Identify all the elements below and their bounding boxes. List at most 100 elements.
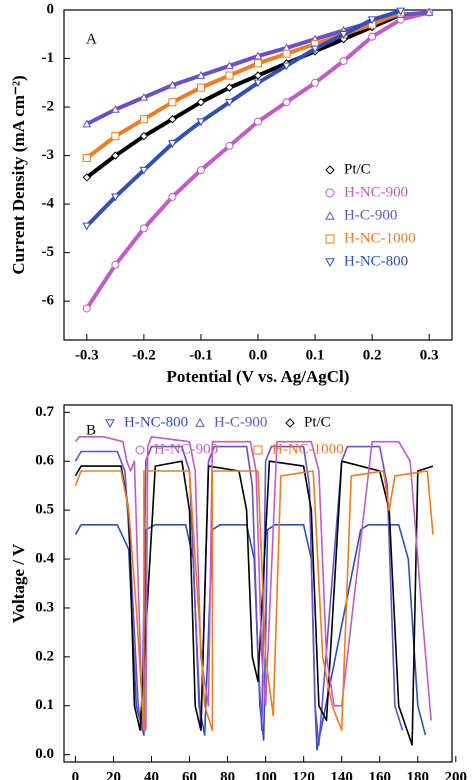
legend-marker (195, 417, 205, 427)
marker (196, 97, 206, 107)
x-tick-label: 200 (445, 769, 468, 780)
legend-marker (253, 445, 263, 455)
legend-marker (285, 418, 295, 428)
legend-marker (325, 258, 335, 268)
y-tick-label: 0.3 (35, 599, 54, 615)
marker (253, 79, 263, 88)
x-axis-label: Potential (V vs. Ag/AgCl) (167, 367, 350, 386)
y-tick-label: 0.2 (35, 648, 54, 664)
x-tick-label: 80 (220, 769, 235, 780)
legend-marker (105, 419, 115, 429)
y-tick-label: 0.5 (35, 502, 54, 518)
y-tick-label: 0 (47, 1, 55, 17)
x-tick-label: 0 (72, 769, 80, 780)
series-line (74, 524, 427, 751)
marker (253, 51, 263, 60)
marker (168, 98, 177, 107)
series-line (74, 460, 434, 746)
panel-label: B (86, 422, 96, 438)
x-tick-label: -0.3 (75, 347, 99, 363)
legend-label: H-NC-800 (344, 253, 408, 269)
marker (282, 62, 291, 71)
marker (111, 104, 120, 113)
marker (282, 98, 291, 107)
marker (339, 56, 348, 65)
marker (82, 304, 91, 313)
marker (368, 32, 377, 41)
y-tick-label: -1 (42, 50, 55, 66)
x-tick-label: 100 (254, 769, 277, 780)
marker (225, 98, 234, 107)
x-tick-label: 40 (144, 769, 159, 780)
plot-frame (63, 404, 453, 763)
marker (168, 140, 177, 148)
x-tick-label: 60 (182, 769, 197, 780)
marker (367, 16, 377, 25)
marker (196, 83, 205, 92)
y-tick-label: -3 (42, 147, 55, 163)
legend-marker (325, 234, 335, 244)
marker (168, 192, 177, 201)
marker (82, 173, 92, 182)
marker (424, 7, 434, 16)
legend-label: H-C-900 (214, 414, 267, 430)
marker (254, 59, 262, 68)
marker (311, 78, 320, 87)
legend-marker (135, 445, 145, 455)
y-tick-label: 0.6 (35, 453, 54, 469)
marker (82, 222, 92, 231)
legend-label: H-NC-900 (154, 441, 218, 457)
marker (225, 61, 234, 70)
y-axis-label: Current Density (mA cm⁻²) (9, 75, 28, 274)
marker (111, 132, 120, 141)
legend-label: H-NC-800 (124, 414, 188, 430)
marker (111, 260, 120, 269)
legend-label: H-NC-1000 (272, 441, 344, 457)
marker (225, 71, 234, 80)
marker (139, 115, 148, 124)
legend-label: Pt/C (304, 414, 331, 430)
x-tick-label: 0.2 (363, 347, 382, 363)
marker (310, 45, 320, 54)
x-tick-label: 120 (292, 769, 315, 780)
x-tick-label: 0.0 (249, 347, 268, 363)
y-axis-label: Voltage / V (9, 543, 28, 623)
legend-label: H-C-900 (344, 207, 397, 223)
legend-marker (325, 188, 335, 198)
y-tick-label: 0.4 (35, 550, 54, 566)
x-tick-label: 0.1 (306, 347, 325, 363)
series-line (74, 436, 432, 731)
marker (111, 151, 120, 160)
marker (168, 80, 177, 89)
series-line (85, 10, 430, 126)
legend-label: H-NC-1000 (344, 230, 416, 246)
marker (139, 224, 148, 233)
y-tick-label: 0.1 (35, 697, 54, 713)
marker (225, 141, 234, 150)
x-tick-label: 160 (368, 769, 391, 780)
marker (82, 119, 92, 128)
marker (168, 114, 177, 124)
series-line (85, 9, 402, 228)
marker (396, 7, 405, 16)
legend-marker (325, 210, 335, 220)
marker (254, 117, 262, 126)
marker (282, 49, 291, 58)
series-line (74, 470, 434, 731)
y-tick-label: -5 (42, 244, 55, 260)
y-tick-label: -6 (42, 293, 55, 309)
marker (253, 71, 263, 80)
x-tick-label: 140 (330, 769, 353, 780)
x-tick-label: 0.3 (420, 347, 439, 363)
series-line (85, 13, 402, 179)
marker (82, 154, 91, 163)
y-tick-label: -2 (42, 98, 55, 114)
marker (139, 166, 149, 175)
x-tick-label: 180 (407, 769, 430, 780)
legend-label: Pt/C (344, 161, 371, 177)
y-tick-label: 0.0 (35, 746, 54, 762)
legend-marker (325, 165, 335, 175)
marker (139, 92, 149, 101)
legend-label: H-NC-900 (344, 184, 408, 200)
x-tick-label: -0.1 (189, 347, 213, 363)
